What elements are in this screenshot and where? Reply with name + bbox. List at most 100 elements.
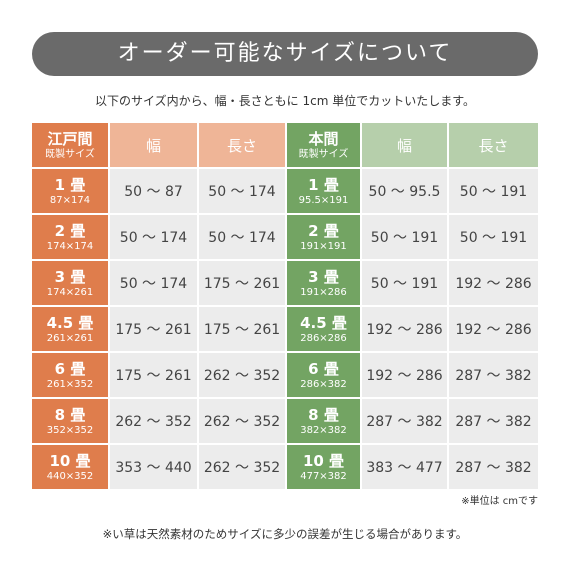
size-label: 1 畳 [54,175,86,194]
unit-note: ※単位は cmです [461,496,538,507]
range-text: 287 ～ 382 [455,368,532,384]
edo-header: 江戸間 既製サイズ [32,123,108,167]
range-text: 50 ～ 174 [119,230,188,246]
range-cell: 192 ～ 286 [449,307,538,351]
title: オーダー可能なサイズについて [32,32,538,76]
range-cell: 262 ～ 352 [199,353,285,397]
range-cell: 50 ～ 191 [362,261,447,305]
size-dims: 174×174 [46,240,94,252]
header-sub: 既製サイズ [45,148,95,160]
range-cell: 175 ～ 261 [110,307,197,351]
range-text: 262 ～ 352 [115,414,192,430]
size-dims: 382×382 [300,424,347,436]
range-text: 287 ～ 382 [366,414,443,430]
size-label: 8 畳 [54,405,86,424]
size-dims: 352×352 [46,424,94,436]
range-text: 192 ～ 286 [366,322,443,338]
range-cell: 50 ～ 87 [110,169,197,213]
hon-header: 本間 既製サイズ [287,123,360,167]
range-cell: 50 ～ 191 [449,169,538,213]
size-dims: 95.5×191 [298,194,349,206]
edo-label-cell: 1 畳 87×174 [32,169,108,213]
size-dims: 261×352 [46,378,94,390]
range-text: 192 ～ 286 [455,276,532,292]
range-cell: 287 ～ 382 [449,445,538,489]
range-text: 50 ～ 87 [124,184,183,200]
size-label: 10 畳 [302,451,345,470]
edo-label-cell: 10 畳 440×352 [32,445,108,489]
range-text: 262 ～ 352 [203,460,281,476]
size-label: 3 畳 [54,267,86,286]
range-cell: 192 ～ 286 [362,353,447,397]
footnote: ※い草は天然素材のためサイズに多少の誤差が生じる場合があります。 [102,527,468,541]
column-header: 長さ [199,123,285,167]
edo-label-cell: 2 畳 174×174 [32,215,108,259]
size-dims: 261×261 [46,332,94,344]
column-label: 長さ [478,136,509,155]
size-label: 10 畳 [49,451,91,470]
range-text: 50 ～ 174 [119,276,188,292]
range-text: 192 ～ 286 [455,322,532,338]
edo-label-cell: 3 畳 174×261 [32,261,108,305]
range-text: 175 ～ 261 [115,322,192,338]
edo-label-cell: 8 畳 352×352 [32,399,108,443]
range-cell: 287 ～ 382 [362,399,447,443]
range-cell: 50 ～ 191 [449,215,538,259]
edo-label-cell: 6 畳 261×352 [32,353,108,397]
hon-label-cell: 8 畳 382×382 [287,399,360,443]
header-name: 本間 [308,129,339,148]
size-label: 6 畳 [308,359,339,378]
range-cell: 262 ～ 352 [199,399,285,443]
range-text: 287 ～ 382 [455,414,532,430]
hon-label-cell: 1 畳 95.5×191 [287,169,360,213]
range-text: 175 ～ 261 [115,368,192,384]
size-dims: 191×191 [300,240,347,252]
size-dims: 440×352 [46,470,94,482]
range-cell: 50 ～ 174 [110,261,197,305]
range-text: 383 ～ 477 [366,460,443,476]
range-text: 262 ～ 352 [203,414,281,430]
size-label: 3 畳 [308,267,339,286]
size-label: 6 畳 [54,359,86,378]
hon-label-cell: 4.5 畳 286×286 [287,307,360,351]
range-text: 50 ～ 191 [459,184,528,200]
size-dims: 87×174 [49,194,91,206]
column-header: 幅 [110,123,197,167]
range-text: 353 ～ 440 [115,460,192,476]
size-label: 4.5 畳 [300,313,347,332]
range-cell: 50 ～ 191 [362,215,447,259]
range-cell: 383 ～ 477 [362,445,447,489]
column-header: 長さ [449,123,538,167]
column-label: 幅 [145,136,161,155]
column-label: 幅 [396,136,412,155]
size-label: 4.5 畳 [46,313,94,332]
range-cell: 175 ～ 261 [199,261,285,305]
range-text: 50 ～ 174 [208,230,276,246]
size-label: 2 畳 [54,221,86,240]
hon-label-cell: 3 畳 191×286 [287,261,360,305]
range-text: 50 ～ 95.5 [368,184,441,200]
size-label: 8 畳 [308,405,339,424]
size-dims: 477×382 [300,470,347,482]
size-label: 1 畳 [308,175,339,194]
column-header: 幅 [362,123,447,167]
size-label: 2 畳 [308,221,339,240]
range-cell: 50 ～ 95.5 [362,169,447,213]
size-dims: 286×382 [300,378,347,390]
range-cell: 50 ～ 174 [199,169,285,213]
range-cell: 50 ～ 174 [110,215,197,259]
range-text: 50 ～ 191 [370,276,439,292]
hon-label-cell: 6 畳 286×382 [287,353,360,397]
range-text: 50 ～ 174 [208,184,276,200]
range-text: 50 ～ 191 [370,230,439,246]
range-cell: 50 ～ 174 [199,215,285,259]
size-dims: 174×261 [46,286,94,298]
hon-label-cell: 2 畳 191×191 [287,215,360,259]
range-text: 192 ～ 286 [366,368,443,384]
range-text: 287 ～ 382 [455,460,532,476]
hon-label-cell: 10 畳 477×382 [287,445,360,489]
range-cell: 192 ～ 286 [449,261,538,305]
range-cell: 175 ～ 261 [110,353,197,397]
range-text: 175 ～ 261 [203,322,281,338]
